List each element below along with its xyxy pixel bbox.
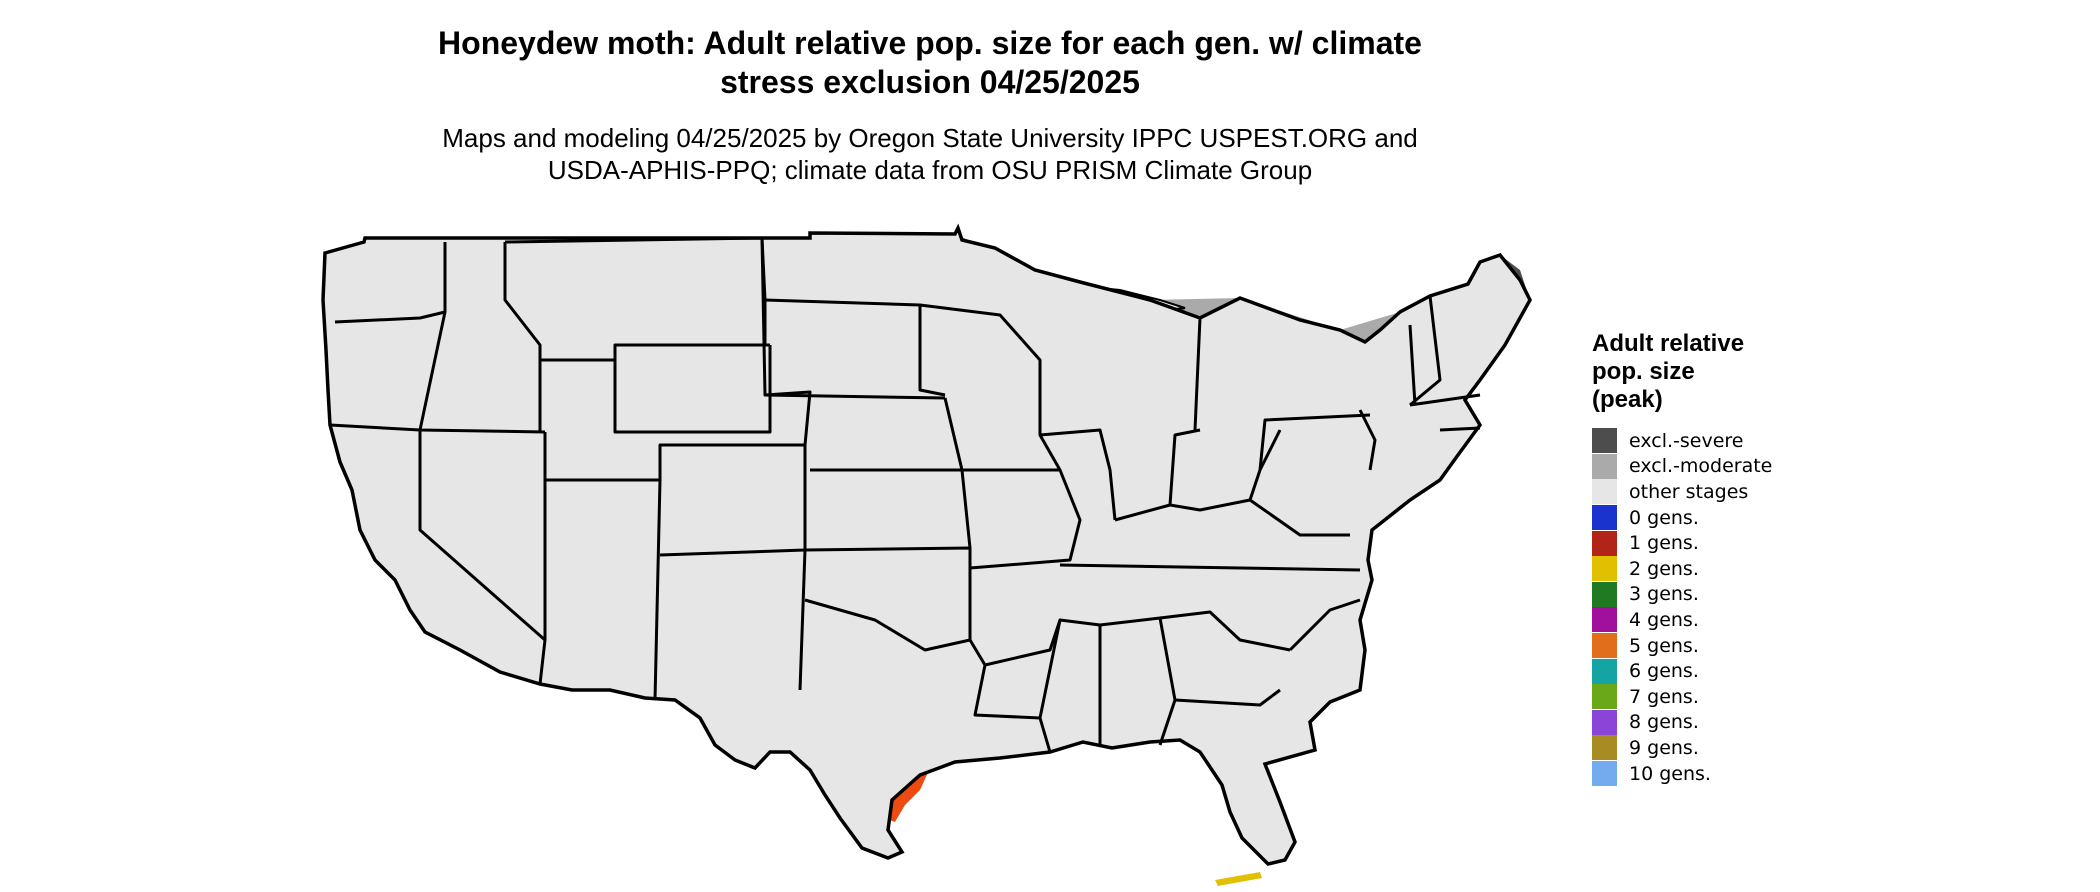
legend-label: 5 gens.	[1629, 634, 1699, 657]
legend-swatch	[1592, 453, 1617, 479]
legend-item: 0 gens.	[1592, 505, 1892, 531]
legend-title: Adult relative pop. size (peak)	[1592, 330, 1745, 413]
legend-swatch	[1592, 428, 1617, 454]
legend-swatch	[1592, 633, 1617, 659]
legend-swatch	[1592, 581, 1617, 607]
legend-item: 9 gens.	[1592, 735, 1892, 761]
legend-item: 3 gens.	[1592, 581, 1892, 608]
legend-item: 10 gens.	[1592, 761, 1892, 787]
legend-item: other stages	[1592, 479, 1892, 505]
map-subtitle: Maps and modeling 04/25/2025 by Oregon S…	[442, 123, 1418, 185]
legend-item: 6 gens.	[1592, 658, 1892, 684]
legend-label: excl.-moderate	[1629, 455, 1773, 478]
legend-swatch	[1592, 709, 1617, 735]
legend-items: excl.-severe excl.-moderate other stages 0 …	[1592, 428, 1892, 787]
gen2-keys	[1215, 872, 1262, 886]
legend-swatch	[1592, 684, 1617, 710]
legend-item: excl.-severe	[1592, 428, 1892, 454]
legend-label: 0 gens.	[1629, 506, 1699, 529]
legend-item: 7 gens.	[1592, 684, 1892, 710]
legend-item: 2 gens.	[1592, 556, 1892, 582]
legend-swatch	[1592, 607, 1617, 633]
legend-swatch	[1592, 505, 1617, 531]
legend-label: excl.-severe	[1629, 429, 1744, 452]
legend-item: 5 gens.	[1592, 633, 1892, 659]
legend-label: 10 gens.	[1629, 762, 1711, 785]
legend-swatch	[1592, 556, 1617, 582]
legend-label: 4 gens.	[1629, 608, 1699, 631]
legend-label: 7 gens.	[1629, 685, 1699, 708]
legend-swatch	[1592, 735, 1617, 761]
legend-swatch	[1592, 761, 1617, 787]
legend-label: 6 gens.	[1629, 660, 1699, 683]
legend-item: 1 gens.	[1592, 530, 1892, 556]
legend-swatch	[1592, 658, 1617, 684]
legend-label: 9 gens.	[1629, 736, 1699, 759]
legend-swatch	[1592, 530, 1617, 556]
legend-item: 8 gens.	[1592, 709, 1892, 736]
legend: Adult relative pop. size (peak) excl.-se…	[1592, 330, 1892, 787]
map-title: Honeydew moth: Adult relative pop. size …	[438, 25, 1422, 100]
conus-outline	[321, 226, 1532, 866]
state-borders	[329, 236, 1481, 753]
legend-label: 8 gens.	[1629, 711, 1699, 734]
legend-label: other stages	[1629, 480, 1749, 503]
legend-label: 3 gens.	[1629, 583, 1699, 606]
legend-swatch	[1592, 479, 1617, 505]
legend-label: 2 gens.	[1629, 557, 1699, 580]
legend-label: 1 gens.	[1629, 532, 1699, 555]
legend-item: 4 gens.	[1592, 607, 1892, 633]
legend-item: excl.-moderate	[1592, 453, 1892, 480]
